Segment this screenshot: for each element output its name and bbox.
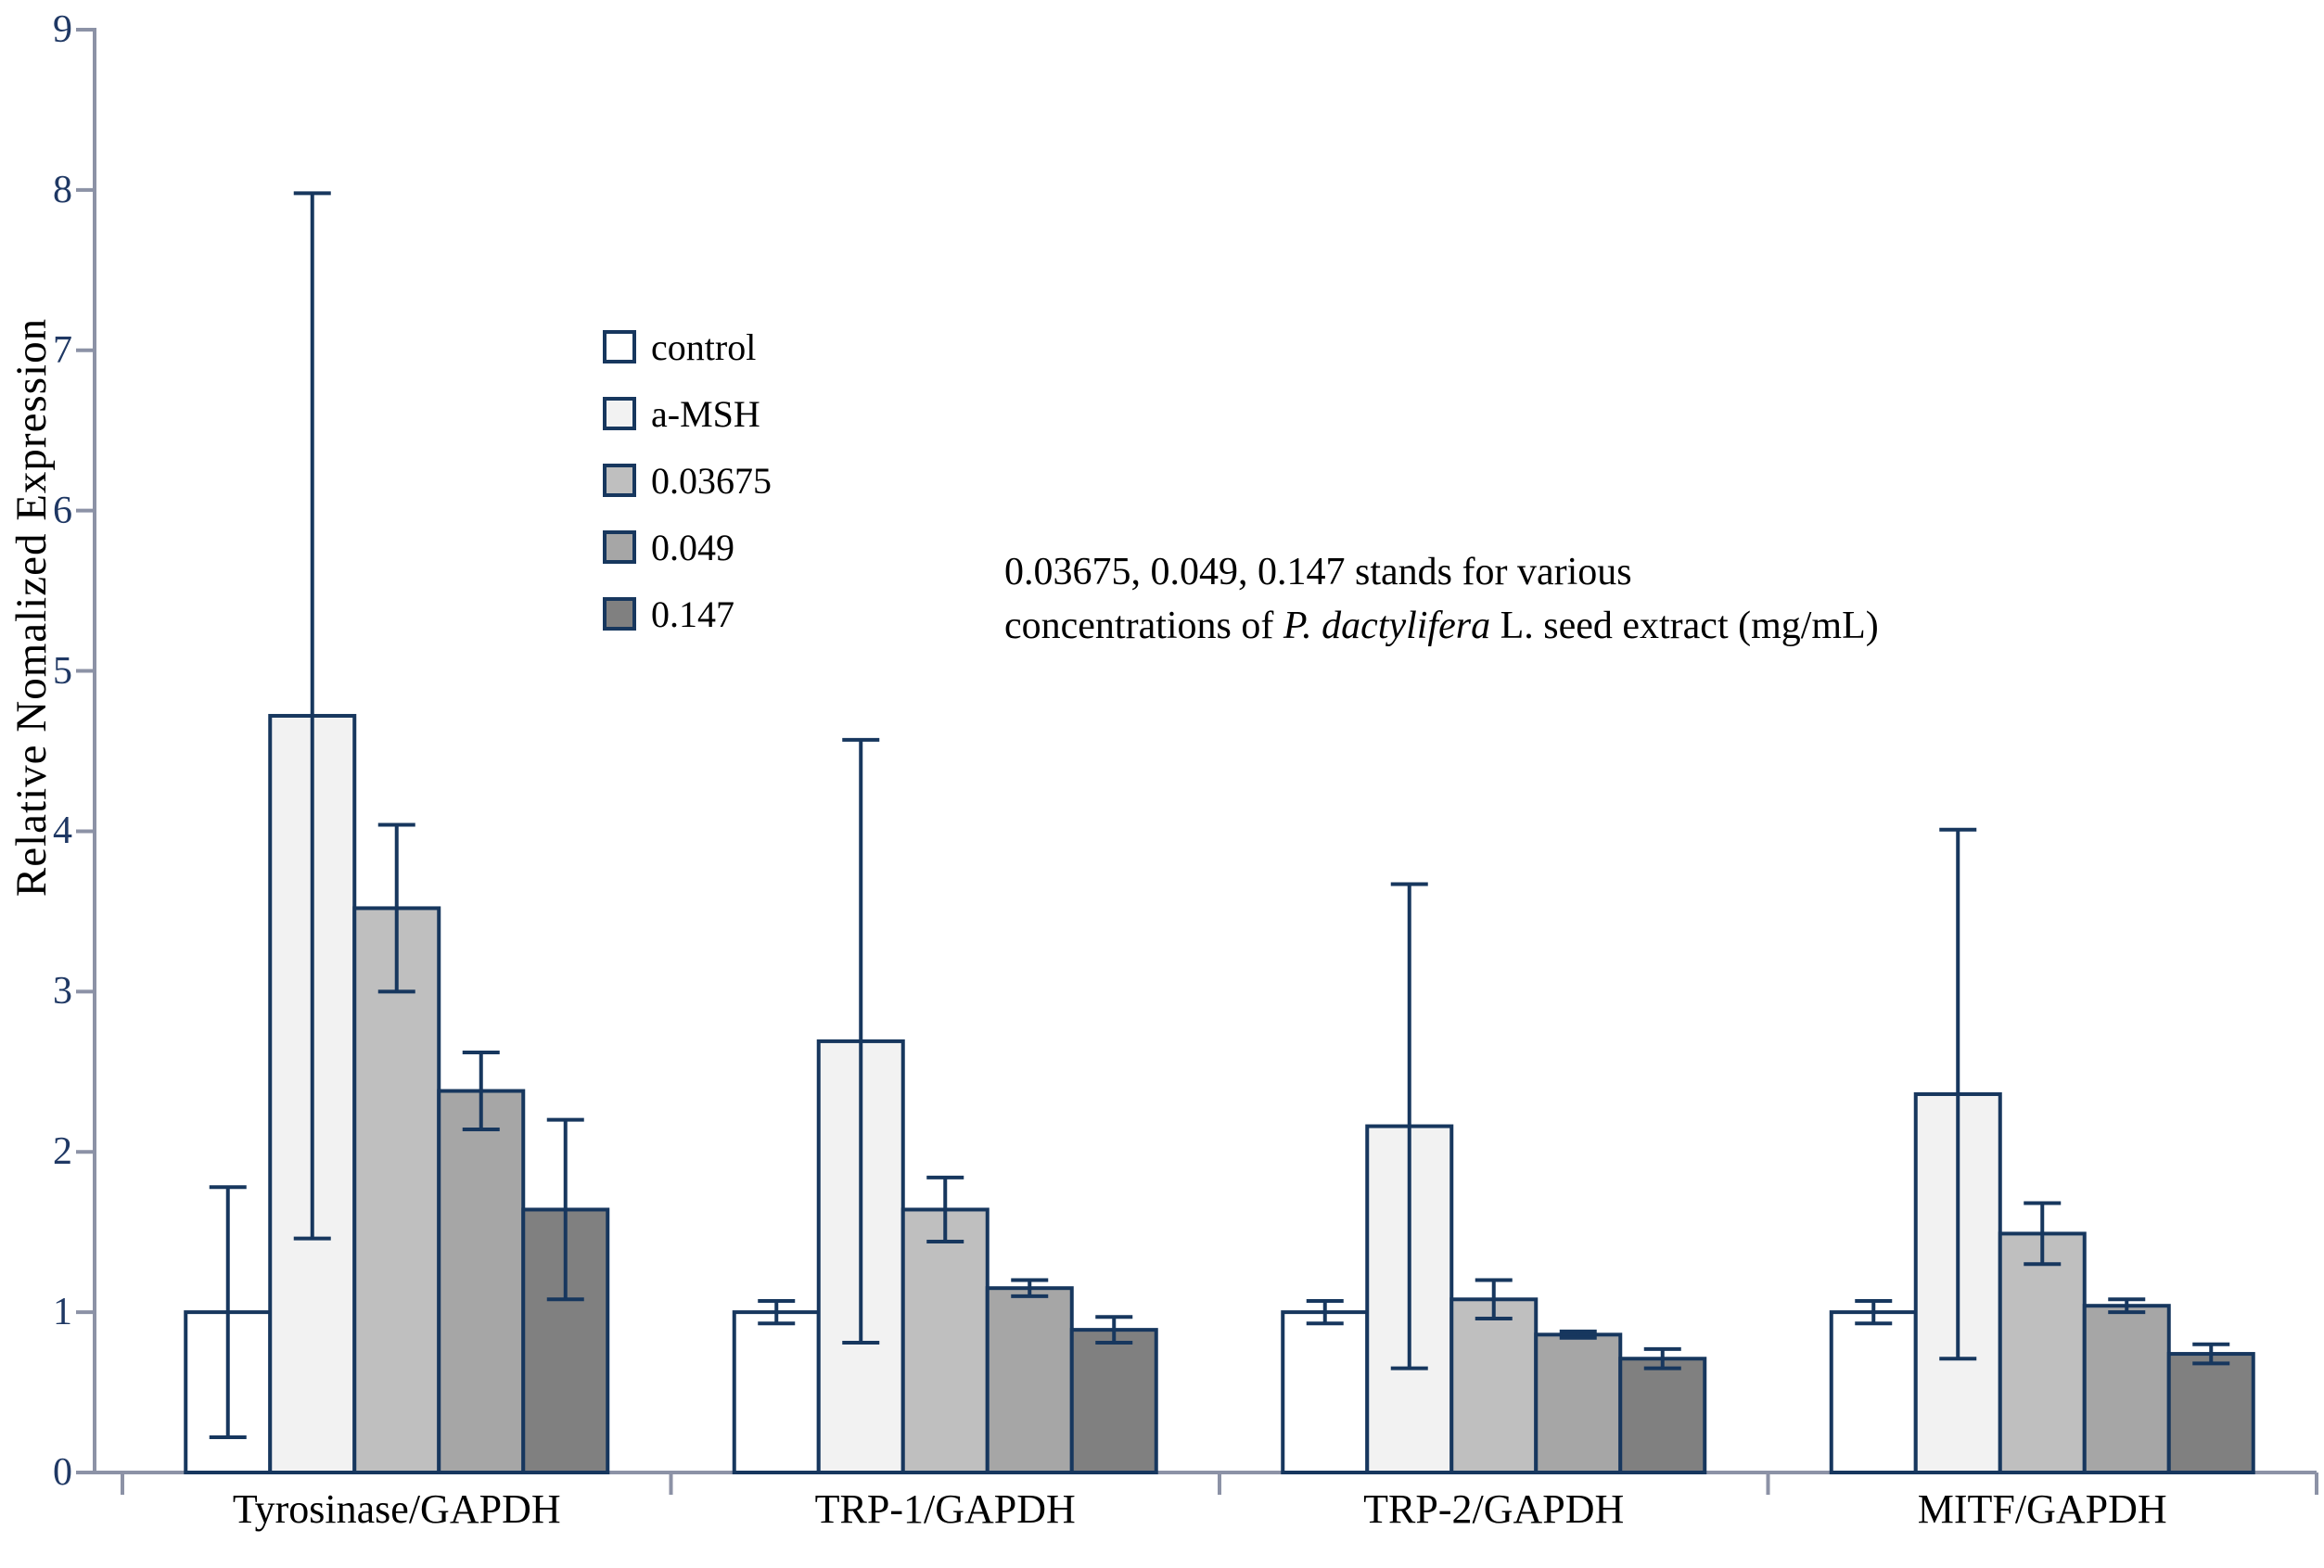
- legend-label: control: [651, 325, 757, 368]
- legend-swatch-icon: [603, 330, 636, 363]
- y-tick-label-0: 0: [53, 1451, 72, 1494]
- y-tick-label-1: 1: [53, 1291, 72, 1334]
- bar-0.049-TRP-2/GAPDH: [1534, 1332, 1623, 1474]
- y-tick-label-9: 9: [53, 8, 72, 51]
- legend-swatch-icon: [603, 597, 636, 631]
- bar-0.049-TRP-1/GAPDH: [985, 1286, 1074, 1474]
- bar-0.03675-TRP-1/GAPDH: [900, 1207, 990, 1475]
- bar-0.049-MITF/GAPDH: [2082, 1304, 2171, 1474]
- category-label: MITF/GAPDH: [1917, 1486, 2167, 1532]
- annotation-line2-post: L. seed extract (mg/mL): [1490, 605, 1879, 647]
- y-tick-label-5: 5: [53, 649, 72, 693]
- bar-control-MITF/GAPDH: [1829, 1310, 1918, 1474]
- y-tick-label-8: 8: [53, 168, 72, 211]
- bar-0.03675-TRP-2/GAPDH: [1449, 1297, 1539, 1475]
- annotation: 0.03675, 0.049, 0.147 stands for various…: [1004, 545, 2210, 653]
- y-tick-label-2: 2: [53, 1130, 72, 1174]
- legend-swatch-icon: [603, 464, 636, 497]
- bar-control-TRP-2/GAPDH: [1281, 1310, 1370, 1474]
- bar-0.03675-Tyrosinase/GAPDH: [352, 906, 441, 1474]
- legend-label: 0.03675: [651, 459, 772, 502]
- legend-label: a-MSH: [651, 392, 760, 435]
- legend-swatch-icon: [603, 397, 636, 430]
- annotation-line1: 0.03675, 0.049, 0.147 stands for various: [1004, 551, 1632, 593]
- category-label: TRP-1/GAPDH: [814, 1486, 1076, 1532]
- bar-0.147-MITF/GAPDH: [2166, 1352, 2255, 1475]
- bar-0.03675-MITF/GAPDH: [1998, 1231, 2087, 1474]
- legend-item: 0.147: [603, 593, 772, 635]
- legend-label: 0.049: [651, 526, 734, 568]
- legend-item: 0.03675: [603, 459, 772, 502]
- y-tick-label-7: 7: [53, 328, 72, 372]
- y-tick-label-3: 3: [53, 970, 72, 1013]
- annotation-line2-italic: P. dactylifera: [1283, 605, 1491, 647]
- y-tick-label-6: 6: [53, 489, 72, 532]
- annotation-line2: concentrations of P. dactylifera L. seed…: [1004, 599, 2210, 653]
- category-label: Tyrosinase/GAPDH: [232, 1486, 561, 1532]
- legend-item: a-MSH: [603, 392, 772, 435]
- legend-item: 0.049: [603, 526, 772, 568]
- legend: control a-MSH 0.03675 0.049 0.147: [603, 326, 772, 660]
- category-label: TRP-2/GAPDH: [1363, 1486, 1625, 1532]
- bar-0.147-TRP-1/GAPDH: [1069, 1328, 1158, 1475]
- annotation-line2-pre: concentrations of: [1004, 605, 1283, 647]
- bar-0.049-Tyrosinase/GAPDH: [437, 1089, 526, 1474]
- bar-control-TRP-1/GAPDH: [732, 1310, 821, 1474]
- y-tick-label-4: 4: [53, 809, 72, 853]
- legend-item: control: [603, 325, 772, 368]
- legend-label: 0.147: [651, 593, 734, 635]
- legend-swatch-icon: [603, 530, 636, 564]
- bar-0.147-TRP-2/GAPDH: [1618, 1357, 1707, 1475]
